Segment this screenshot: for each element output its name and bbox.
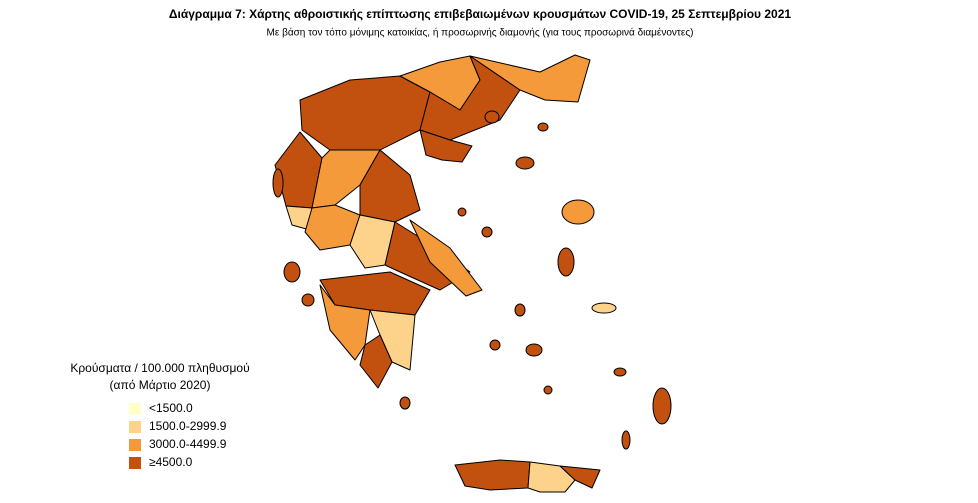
legend: <1500.0 1500.0-2999.9 3000.0-4499.9 ≥4500.0 (129, 401, 227, 469)
legend-label: <1500.0 (149, 401, 193, 415)
region (419, 129, 473, 163)
region (283, 261, 301, 283)
legend-swatch (129, 457, 141, 469)
region (621, 430, 631, 450)
region (369, 309, 416, 371)
region (561, 199, 595, 225)
region (457, 207, 467, 217)
region (514, 303, 526, 317)
region (481, 226, 493, 238)
region (454, 459, 531, 491)
region (591, 302, 617, 314)
region (359, 334, 393, 389)
legend-label: 3000.0-4499.9 (149, 437, 227, 451)
region (301, 293, 315, 307)
legend-swatch (129, 403, 141, 415)
region (559, 465, 601, 489)
subtitle: Με βάση τον τόπο μόνιμης κατοικίας, ή πρ… (267, 27, 694, 39)
region (484, 110, 500, 124)
legend-label: ≥4500.0 (149, 455, 193, 469)
region (557, 247, 575, 277)
legend-swatch (129, 421, 141, 433)
region (613, 367, 627, 377)
region (489, 339, 501, 351)
legend-title: Κρούσματα / 100.000 πληθυσμού (70, 361, 249, 375)
region (652, 387, 672, 425)
region (537, 122, 549, 132)
title: Διάγραμμα 7: Χάρτης αθροιστικής επίπτωση… (169, 7, 791, 21)
region (525, 343, 543, 357)
region (299, 75, 431, 151)
legend-title: (από Μάρτιο 2020) (110, 378, 211, 392)
map (272, 54, 672, 493)
region (543, 385, 553, 395)
legend-swatch (129, 439, 141, 451)
region (515, 156, 535, 170)
region (399, 396, 411, 410)
region (272, 168, 284, 198)
region (409, 219, 483, 297)
legend-label: 1500.0-2999.9 (149, 419, 227, 433)
region (469, 54, 591, 103)
